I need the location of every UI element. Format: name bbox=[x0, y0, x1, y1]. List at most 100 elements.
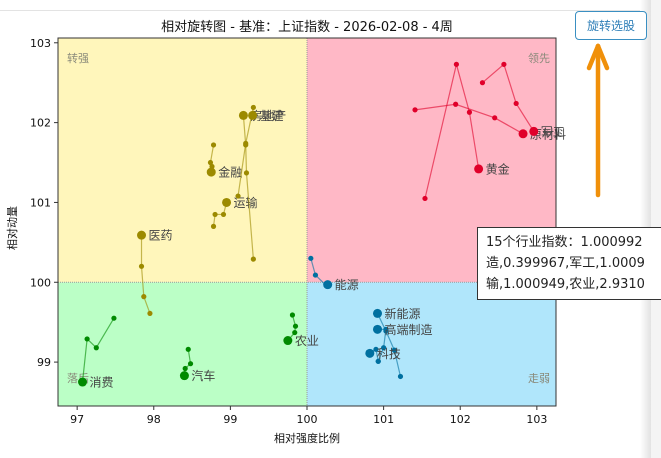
rotate-select-button[interactable]: 旋转选股 bbox=[575, 11, 647, 40]
trail-point bbox=[235, 193, 241, 199]
series-label: 医药 bbox=[149, 229, 173, 243]
trail-line bbox=[424, 64, 480, 199]
series-label: 汽车 bbox=[191, 368, 215, 383]
trail-point bbox=[84, 336, 90, 342]
x-tick-label: 102 bbox=[450, 413, 471, 426]
series-label: 新能源 bbox=[384, 306, 420, 321]
trail-head-marker bbox=[222, 197, 232, 207]
x-tick-label: 98 bbox=[147, 413, 161, 426]
trail-point bbox=[220, 211, 227, 218]
quadrant-lagging bbox=[58, 282, 307, 406]
trail-head-marker bbox=[179, 371, 189, 381]
trail-point bbox=[479, 80, 486, 86]
trail-line bbox=[287, 314, 297, 341]
trail-point bbox=[289, 312, 296, 318]
trail-head-marker bbox=[474, 164, 484, 174]
series-label: 农业 bbox=[295, 334, 319, 348]
y-tick-label: 103 bbox=[30, 37, 51, 50]
series-label: 军工 bbox=[541, 125, 565, 139]
trail-point bbox=[422, 195, 428, 202]
tooltip: 15个行业指数：1.000992 造,0.399967,军工,1.0009 输,… bbox=[477, 227, 661, 300]
x-tick-label: 99 bbox=[223, 413, 237, 426]
trail-head-marker bbox=[529, 126, 539, 136]
trail-point bbox=[513, 100, 519, 107]
x-tick-label: 97 bbox=[70, 413, 84, 426]
quadrant-improving bbox=[58, 38, 307, 283]
series-label: 消费 bbox=[90, 376, 114, 390]
trail-point bbox=[312, 272, 319, 278]
quadrant-weakening bbox=[307, 282, 556, 406]
y-tick-label: 100 bbox=[30, 276, 51, 289]
tooltip-line-2: 造,0.399967,军工,1.0009 bbox=[486, 256, 645, 271]
series-label: 黄金 bbox=[486, 161, 510, 176]
tooltip-line-1: 15个行业指数：1.000992 bbox=[486, 235, 643, 250]
trail-head-marker bbox=[78, 377, 88, 387]
trail-line bbox=[81, 317, 115, 383]
quadrant-label-leading: 领先 bbox=[528, 52, 550, 65]
y-tick-label: 102 bbox=[30, 117, 51, 130]
trail-point bbox=[292, 323, 299, 329]
y-axis-label: 相对动量 bbox=[6, 206, 19, 250]
y-tick-label: 99 bbox=[37, 356, 51, 369]
trail-point bbox=[412, 107, 418, 113]
trail-point bbox=[138, 263, 145, 269]
series-label: 科技 bbox=[377, 347, 401, 361]
series-label: 能源 bbox=[335, 278, 359, 292]
series-label: 运输 bbox=[234, 195, 258, 210]
trail-point bbox=[207, 159, 214, 166]
trail-head-marker bbox=[372, 308, 382, 318]
trail-point bbox=[212, 211, 218, 218]
trail-point bbox=[501, 61, 507, 67]
top-divider bbox=[0, 10, 651, 11]
series-label: 基建 bbox=[260, 109, 284, 123]
trail-line bbox=[242, 115, 254, 260]
trail-head-marker bbox=[518, 129, 528, 139]
x-axis-label: 相对强度比例 bbox=[274, 432, 340, 445]
series-label: 高端制造 bbox=[384, 322, 432, 337]
x-tick-label: 100 bbox=[297, 413, 318, 426]
x-tick-label: 101 bbox=[373, 413, 394, 426]
trail-point bbox=[492, 115, 498, 121]
x-tick-label: 103 bbox=[526, 413, 547, 426]
trail-point bbox=[93, 345, 99, 351]
trail-line bbox=[212, 202, 228, 227]
trail-point bbox=[466, 109, 473, 115]
trail-point bbox=[147, 310, 153, 317]
series-label: 金融 bbox=[218, 165, 242, 180]
trail-point bbox=[250, 256, 256, 262]
y-tick-label: 101 bbox=[30, 196, 51, 209]
trail-head-marker bbox=[372, 324, 382, 334]
trail-point bbox=[182, 365, 188, 372]
trail-point bbox=[210, 142, 217, 148]
trail-point bbox=[243, 170, 250, 176]
trail-point bbox=[397, 373, 404, 380]
trail-point bbox=[383, 326, 389, 332]
quadrant-label-weakening: 走弱 bbox=[528, 372, 550, 385]
tooltip-line-3: 输,1.000949,农业,2.9310 bbox=[486, 277, 645, 292]
trail-point bbox=[453, 61, 459, 67]
trail-point bbox=[308, 255, 314, 261]
trail-line bbox=[140, 235, 151, 314]
trail-line bbox=[376, 313, 402, 377]
trail-point bbox=[453, 101, 459, 107]
trail-point bbox=[373, 346, 379, 352]
trail-point bbox=[187, 361, 194, 367]
up-arrow-annotation-icon bbox=[586, 43, 610, 198]
trail-point bbox=[375, 358, 381, 364]
trail-head-marker bbox=[238, 110, 248, 120]
trail-point bbox=[243, 140, 249, 146]
trail-point bbox=[250, 104, 256, 111]
trail-head-marker bbox=[206, 167, 216, 177]
trail-point bbox=[381, 345, 387, 351]
trail-line bbox=[414, 103, 524, 135]
trail-head-marker bbox=[283, 336, 293, 346]
trail-head-marker bbox=[323, 280, 333, 290]
series-label: 原材料 bbox=[530, 127, 566, 141]
trail-point bbox=[292, 329, 298, 336]
trail-point bbox=[111, 315, 117, 321]
series-label: 房地产 bbox=[250, 108, 286, 123]
trail-head-marker bbox=[137, 230, 147, 240]
trail-head-marker bbox=[365, 348, 375, 358]
trail-point bbox=[210, 223, 217, 229]
